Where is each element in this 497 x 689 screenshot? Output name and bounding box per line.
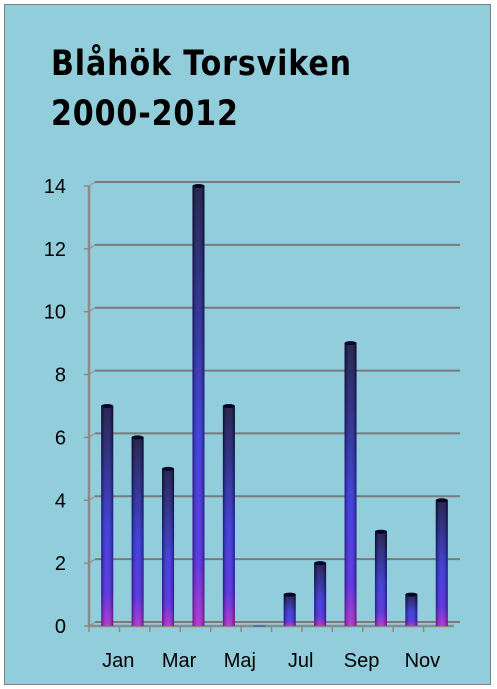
bar-aug <box>314 561 327 626</box>
x-tick-label-jul: Jul <box>288 650 314 672</box>
axes <box>84 185 454 632</box>
bar-shade-jan <box>101 406 114 626</box>
bar-shade-feb <box>131 437 144 626</box>
bar-shade-dec <box>435 500 448 626</box>
bar-cap-feb <box>131 435 144 440</box>
bar-maj <box>222 404 235 626</box>
bar-dec <box>435 498 448 626</box>
x-tick-label-sep: Sep <box>344 650 380 672</box>
x-tick-label-jan: Jan <box>102 650 134 672</box>
chart-title-line-2: 2000-2012 <box>51 94 239 134</box>
gridlines <box>88 181 460 627</box>
bar-cap-mar <box>162 466 175 471</box>
y-tick-label-8: 8 <box>55 365 66 387</box>
bar-shade-nov <box>405 594 418 626</box>
bar-apr <box>192 184 205 626</box>
y-tick-labels: 0 2 4 6 8 10 12 14 <box>44 176 66 638</box>
bar-shade-mar <box>162 468 175 626</box>
x-tick-labels: Jan Mar Maj Jul Sep Nov <box>102 650 440 672</box>
bar-sep <box>344 341 357 626</box>
y-tick-label-4: 4 <box>55 490 66 512</box>
bar-okt <box>374 529 387 626</box>
x-tick-label-nov: Nov <box>405 650 441 672</box>
gridline-depth-14 <box>88 181 96 187</box>
bars <box>101 184 448 627</box>
bar-cap-jul <box>283 592 296 597</box>
y-tick-label-6: 6 <box>55 427 66 449</box>
y-tick-label-2: 2 <box>55 553 66 575</box>
x-tick-label-maj: Maj <box>224 650 256 672</box>
bar-shade-aug <box>314 563 327 626</box>
bar-cap-dec <box>435 498 448 503</box>
chart-title-line-1: Blåhök Torsviken <box>51 44 352 84</box>
bar-shade-sep <box>344 343 357 626</box>
bar-mar <box>162 466 175 626</box>
y-tick-label-14: 14 <box>44 176 66 198</box>
chart-title: Blåhök Torsviken 2000-2012 <box>51 39 352 139</box>
bar-cap-jan <box>101 404 114 408</box>
y-tick-label-0: 0 <box>55 616 66 638</box>
bar-feb <box>131 435 144 626</box>
bar-cap-maj <box>222 404 235 408</box>
bar-jul <box>283 592 296 626</box>
bar-shade-apr <box>192 186 205 626</box>
bar-nov <box>405 592 418 626</box>
bar-cap-apr <box>192 184 205 188</box>
chart-frame: Blåhök Torsviken 2000-2012 <box>4 4 491 685</box>
bar-cap-aug <box>314 561 327 566</box>
bar-cap-nov <box>405 592 418 597</box>
bar-cap-okt <box>374 529 387 534</box>
y-tick-label-12: 12 <box>44 239 66 261</box>
y-tick-label-10: 10 <box>44 302 66 324</box>
bar-shade-okt <box>374 531 387 626</box>
bar-shade-maj <box>222 406 235 626</box>
bar-cap-sep <box>344 341 357 346</box>
bar-jan <box>101 404 114 626</box>
bar-shade-jul <box>283 594 296 626</box>
x-tick-label-mar: Mar <box>162 650 197 672</box>
